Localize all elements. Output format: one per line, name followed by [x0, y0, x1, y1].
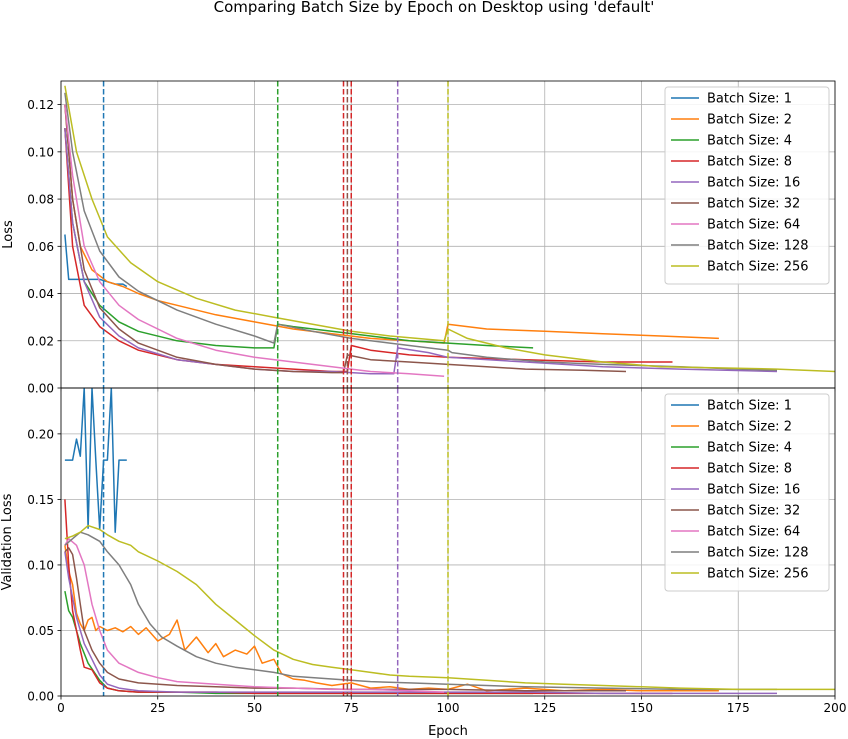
series-line-batch-0 — [64, 388, 127, 533]
y-tick-label: 0.12 — [27, 98, 54, 112]
x-tick-label: 75 — [344, 701, 359, 715]
legend-box — [664, 393, 830, 592]
series-line-batch-7 — [64, 92, 778, 372]
legend-label: Batch Size: 128 — [707, 546, 809, 561]
legend-label: Batch Size: 1 — [707, 92, 792, 107]
loss-panel: 0.00 0.02 0.04 0.06 0.08 0.10 0.12 Loss Batch Si… — [1, 80, 836, 396]
x-axis-label: Epoch — [428, 724, 468, 739]
axes-frame — [60, 387, 836, 697]
x-tick-label: 0 — [57, 701, 65, 715]
y-tick-label: 0.06 — [27, 240, 54, 254]
series-line-batch-8 — [64, 524, 835, 691]
legend-label: Batch Size: 8 — [707, 155, 792, 170]
legend-label: Batch Size: 2 — [707, 420, 792, 435]
legend-label: Batch Size: 8 — [707, 462, 792, 477]
x-tick-label: 150 — [630, 701, 653, 715]
figure-title: Comparing Batch Size by Epoch on Desktop… — [214, 0, 655, 16]
legend-label: Batch Size: 4 — [707, 441, 792, 456]
series-line-batch-1 — [64, 104, 719, 344]
legend-box — [664, 86, 830, 285]
plot-area — [64, 81, 835, 388]
legend-label: Batch Size: 1 — [707, 399, 792, 414]
legend-label: Batch Size: 64 — [707, 525, 800, 540]
plot-area — [64, 388, 835, 696]
y-tick-label: 0.15 — [27, 493, 54, 507]
legend-label: Batch Size: 16 — [707, 176, 800, 191]
x-tick-label: 100 — [437, 701, 460, 715]
legend-label: Batch Size: 32 — [707, 504, 800, 519]
legend-label: Batch Size: 256 — [707, 260, 809, 275]
y-tick-label: 0.08 — [27, 193, 54, 207]
legend-label: Batch Size: 256 — [707, 567, 809, 582]
y-tick-label: 0.05 — [27, 624, 54, 638]
series-line-batch-8 — [64, 85, 835, 373]
legend-label: Batch Size: 4 — [707, 134, 792, 149]
series-line-batch-5 — [64, 547, 626, 692]
x-tick-label: 50 — [247, 701, 262, 715]
legend-label: Batch Size: 16 — [707, 483, 800, 498]
series-line-batch-0 — [64, 234, 128, 288]
y-tick-label: 0.00 — [27, 382, 54, 396]
y-tick-label: 0.10 — [27, 558, 54, 572]
y-tick-label: 0.20 — [27, 427, 54, 441]
x-tick-label: 125 — [533, 701, 556, 715]
y-tick-label: 0.10 — [27, 145, 54, 159]
x-tick-label: 175 — [727, 701, 750, 715]
y-tick-label: 0.00 — [27, 690, 54, 704]
x-tick-label: 25 — [150, 701, 165, 715]
series-line-batch-5 — [64, 104, 627, 374]
series-line-batch-4 — [64, 551, 777, 695]
series-line-batch-3 — [64, 499, 673, 695]
y-axis-label: Loss — [1, 220, 16, 249]
legend-label: Batch Size: 2 — [707, 113, 792, 128]
y-tick-label: 0.02 — [27, 334, 54, 348]
legend-label: Batch Size: 64 — [707, 218, 800, 233]
legend: Batch Size: 1 Batch Size: 2 Batch Size: 4 B… — [664, 86, 830, 285]
legend-label: Batch Size: 128 — [707, 239, 809, 254]
series-line-batch-6 — [64, 104, 445, 377]
y-axis-label: Validation Loss — [0, 493, 15, 590]
legend-label: Batch Size: 32 — [707, 197, 800, 212]
series-line-batch-1 — [64, 545, 719, 692]
x-tick-label: 200 — [824, 701, 847, 715]
y-tick-label: 0.04 — [27, 287, 54, 301]
validation-loss-panel: 0 25 50 75 100 125 150 175 200 0.00 0.05 0.10 0.15 0.… — [0, 387, 847, 715]
series-line-batch-6 — [64, 537, 445, 693]
legend: Batch Size: 1 Batch Size: 2 Batch Size: 4 B… — [664, 393, 830, 592]
series-line-batch-7 — [64, 531, 777, 691]
